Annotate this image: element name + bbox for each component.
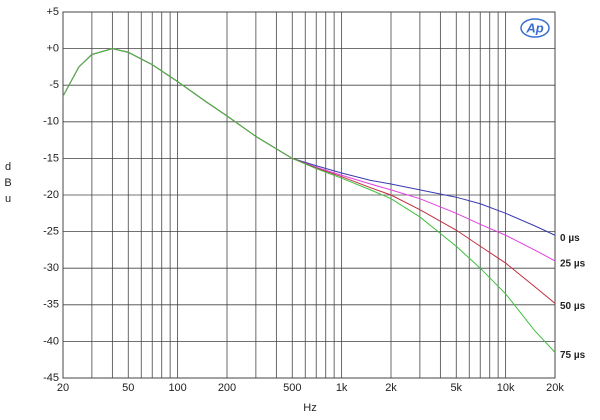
y-tick-label: -5 [49,79,59,91]
x-tick-label: 20k [546,382,564,394]
x-axis-label: Hz [303,402,316,414]
x-tick-label: 100 [168,382,186,394]
y-tick-label: -25 [43,226,59,238]
x-tick-label: 50 [122,382,134,394]
plot-frame [62,11,556,379]
x-tick-label: 200 [218,382,236,394]
x-tick-label: 10k [497,382,515,394]
series-line [62,48,556,353]
series-label: 25 µs [560,259,586,270]
y-tick-label: +0 [46,43,59,55]
x-tick-label: 20 [57,382,69,394]
x-tick-label: 1k [336,382,348,394]
series-label: 0 µs [560,233,580,244]
y-axis-label: dBu [2,161,14,209]
y-tick-label: -10 [43,116,59,128]
y-tick-label: -30 [43,262,59,274]
y-tick-label: -40 [43,335,59,347]
logo: Ap [525,20,543,35]
series-label: 75 µs [560,350,586,361]
series-label: 50 µs [560,301,586,312]
x-tick-label: 500 [283,382,301,394]
y-tick-label: -35 [43,299,59,311]
logo-ring [520,18,550,38]
y-tick-label: -45 [43,372,59,384]
y-tick-label: -20 [43,189,59,201]
y-tick-label: -15 [43,152,59,164]
x-tick-label: 2k [385,382,397,394]
series-line [62,48,556,236]
series-line [62,48,556,304]
y-tick-label: +5 [46,6,59,18]
x-tick-label: 5k [450,382,462,394]
series-line [62,48,556,262]
